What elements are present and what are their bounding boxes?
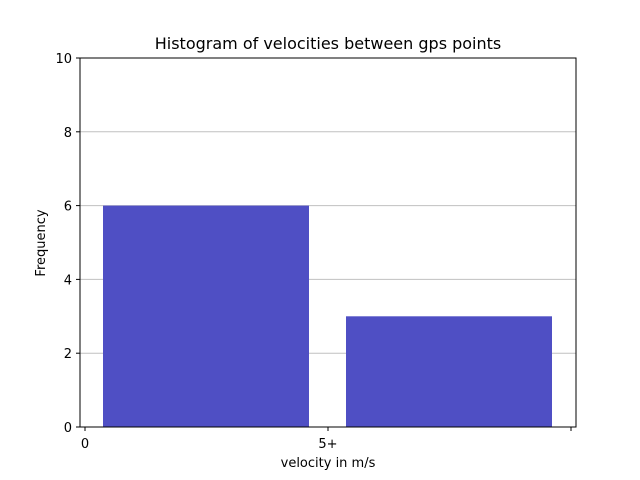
- y-tick-label: 6: [64, 200, 72, 215]
- bar-5+: [346, 316, 552, 427]
- x-axis-ticks: 0 5+: [81, 427, 572, 452]
- chart-title: Histogram of velocities between gps poin…: [155, 34, 502, 53]
- y-tick-label: 2: [64, 347, 72, 362]
- y-axis-label: Frequency: [34, 209, 49, 276]
- x-tick-label: 0: [81, 437, 89, 452]
- bar-0: [103, 205, 309, 427]
- x-axis-label: velocity in m/s: [281, 456, 376, 471]
- x-tick-label: 5+: [318, 437, 337, 452]
- y-tick-label: 10: [55, 52, 72, 67]
- y-tick-label: 4: [64, 273, 72, 288]
- bars: [103, 205, 552, 427]
- y-tick-label: 8: [64, 126, 72, 141]
- y-tick-label: 0: [64, 421, 72, 436]
- y-axis-ticks: 0 2 4 6 8 10: [55, 52, 80, 436]
